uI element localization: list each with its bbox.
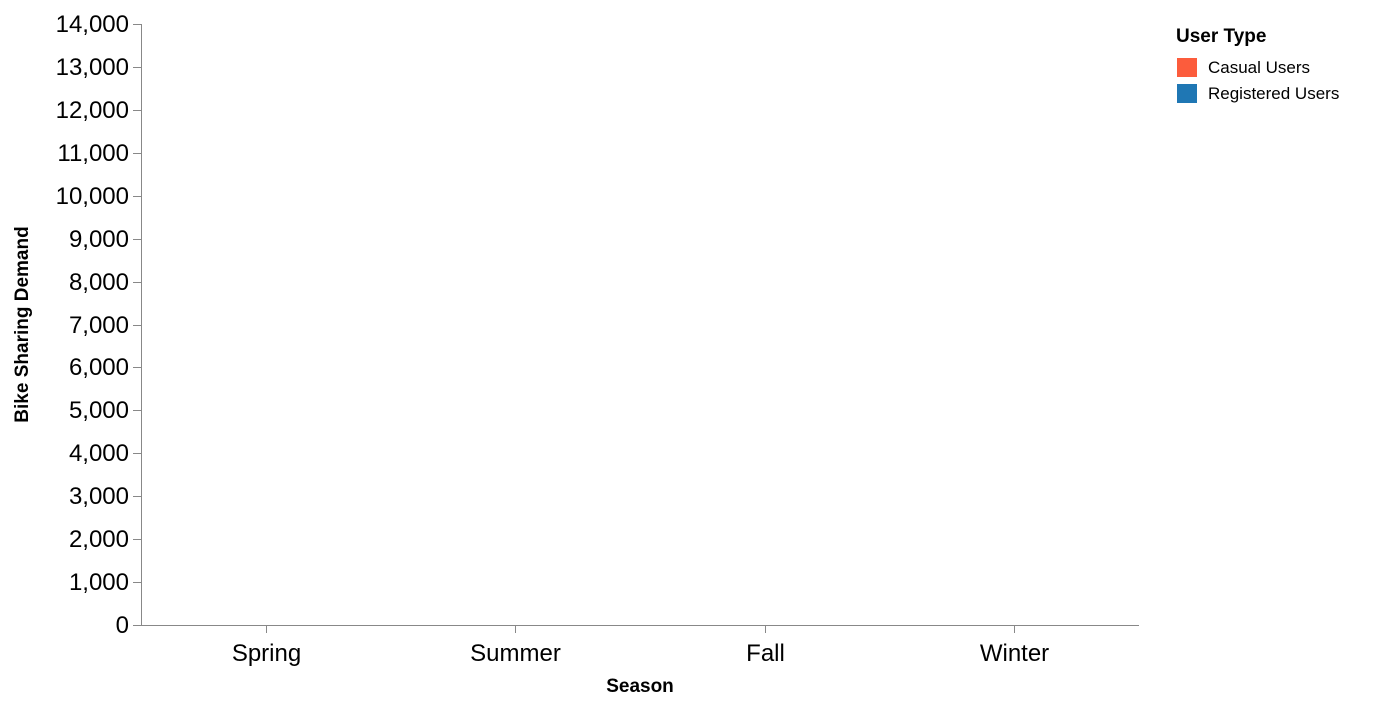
y-tick-label: 3,000 — [69, 483, 129, 510]
y-tick-label: 0 — [116, 612, 129, 639]
legend-label: Casual Users — [1208, 58, 1310, 77]
y-tick-label: 14,000 — [56, 11, 129, 38]
y-tick-label: 9,000 — [69, 226, 129, 253]
x-tick-label: Summer — [470, 640, 561, 667]
legend-swatch — [1177, 84, 1197, 103]
y-tick-label: 12,000 — [56, 97, 129, 124]
x-axis-title: Season — [606, 676, 674, 697]
y-axis-title: Bike Sharing Demand — [12, 226, 33, 422]
y-tick-label: 7,000 — [69, 312, 129, 339]
x-axis: Spring Summer Fall Winter — [141, 625, 1139, 667]
y-tick-label: 11,000 — [57, 140, 129, 167]
y-tick-label: 1,000 — [69, 569, 129, 596]
y-tick-label: 6,000 — [69, 354, 129, 381]
x-tick-label: Winter — [980, 640, 1049, 667]
y-tick-label: 8,000 — [69, 269, 129, 296]
x-tick-label: Spring — [232, 640, 301, 667]
legend-swatch — [1177, 58, 1197, 77]
x-tick-label: Fall — [746, 640, 785, 667]
y-axis: 0 1,000 2,000 3,000 4,000 5,000 6,000 7,000 8,00… — [56, 11, 142, 639]
legend-title: User Type — [1176, 26, 1266, 47]
y-tick-label: 2,000 — [69, 526, 129, 553]
y-tick-label: 4,000 — [69, 440, 129, 467]
legend: User Type Casual Users Registered Users — [1176, 26, 1339, 103]
y-tick-label: 13,000 — [56, 54, 129, 81]
legend-label: Registered Users — [1208, 84, 1339, 103]
y-tick-label: 5,000 — [69, 397, 129, 424]
y-tick-label: 10,000 — [56, 183, 129, 210]
